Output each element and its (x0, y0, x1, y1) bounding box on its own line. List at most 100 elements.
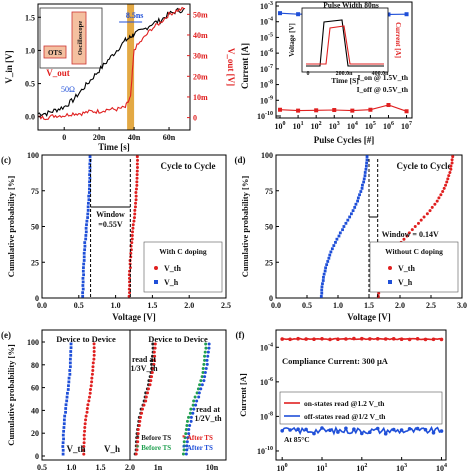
circuit-inset (39, 7, 103, 69)
data-point (368, 107, 373, 112)
x-tick-label: 0.0 (37, 301, 47, 310)
data-point (439, 337, 444, 342)
data-point (446, 177, 450, 181)
data-point (201, 366, 205, 370)
data-point (150, 371, 154, 375)
data-point (87, 395, 91, 399)
data-point (83, 426, 87, 429)
data-point (296, 427, 300, 432)
data-point (134, 187, 138, 191)
data-point (153, 342, 157, 346)
y-axis-label: Current [A] (238, 373, 248, 417)
data-point (92, 350, 96, 353)
data-point (402, 237, 406, 241)
y-axis-label: Cumulative probability [%] (240, 176, 250, 278)
data-point (85, 223, 88, 227)
data-point (203, 354, 207, 358)
data-point (81, 287, 85, 291)
data-point (445, 180, 449, 184)
x-tick-label: 20n (93, 133, 106, 142)
data-point (131, 230, 135, 234)
data-point (91, 369, 95, 372)
legend-on: I_on @ 1.5V_th (357, 73, 408, 82)
data-point (322, 272, 326, 276)
data-point (90, 380, 94, 384)
data-point (152, 358, 156, 362)
data-point (404, 109, 409, 114)
data-point (88, 169, 92, 173)
data-point (324, 266, 328, 270)
data-point (375, 426, 380, 431)
data-point (204, 342, 208, 346)
data-point (90, 376, 94, 380)
series-line-vout (38, 6, 186, 121)
data-point (363, 174, 367, 178)
y2-axis-label: V_out [V] (226, 48, 236, 86)
x-tick-label: 1n (154, 463, 163, 472)
data-point (327, 256, 331, 260)
x-tick-label: 0 (62, 133, 66, 142)
data-point (368, 337, 372, 341)
tick-label: 10-4 (260, 342, 273, 352)
data-point (410, 228, 414, 232)
y-tick-label: 1.5 (25, 13, 35, 22)
data-point (203, 358, 207, 362)
data-point (135, 183, 139, 187)
data-point (136, 440, 140, 444)
resistor-label: 50Ω (61, 85, 75, 94)
annotation-read-13: read at (132, 355, 156, 364)
data-point (439, 429, 444, 433)
data-point (193, 395, 197, 399)
legend-vth: V_th (66, 444, 85, 454)
data-point (449, 167, 453, 171)
data-point (88, 155, 92, 159)
data-point (431, 431, 436, 435)
data-point (329, 250, 333, 254)
data-point (319, 295, 323, 298)
data-point (447, 174, 451, 178)
tick-label: 10-7 (260, 64, 273, 74)
x-tick-label: 1.0 (333, 301, 343, 310)
data-point (148, 383, 152, 387)
x-axis-label: Time [s] (98, 142, 130, 152)
data-point (153, 354, 157, 358)
data-point (332, 244, 336, 247)
data-point (83, 248, 87, 252)
data-point (204, 366, 208, 370)
legend-vh: V_h (398, 278, 413, 287)
data-point (304, 427, 308, 432)
data-point (62, 437, 65, 441)
data-point (383, 431, 388, 436)
data-point (330, 247, 334, 251)
data-point (350, 108, 355, 113)
data-point (383, 337, 388, 341)
data-point (192, 399, 196, 403)
data-point (198, 383, 202, 387)
y-tick-label: 20 (31, 429, 39, 438)
data-point (194, 403, 198, 407)
data-point (84, 230, 88, 234)
data-point (133, 208, 137, 212)
data-point (133, 205, 137, 209)
data-point (92, 353, 96, 357)
data-point (85, 410, 89, 414)
data-point (136, 428, 140, 432)
data-point (304, 337, 308, 341)
data-point (204, 346, 208, 350)
inset-y-label: Voltage [V] (288, 23, 296, 57)
tick-label: 10-6 (260, 377, 273, 387)
data-point (84, 234, 88, 237)
data-point (134, 452, 138, 456)
data-point (132, 216, 136, 220)
data-point (386, 12, 391, 17)
data-point (83, 422, 87, 426)
data-point (83, 241, 87, 244)
data-point (312, 337, 316, 342)
data-point (83, 429, 87, 433)
data-point (201, 371, 205, 375)
data-point (82, 266, 85, 270)
data-point (135, 173, 139, 177)
data-point (128, 266, 132, 270)
series-line-vin (38, 7, 186, 118)
data-point (182, 448, 186, 452)
